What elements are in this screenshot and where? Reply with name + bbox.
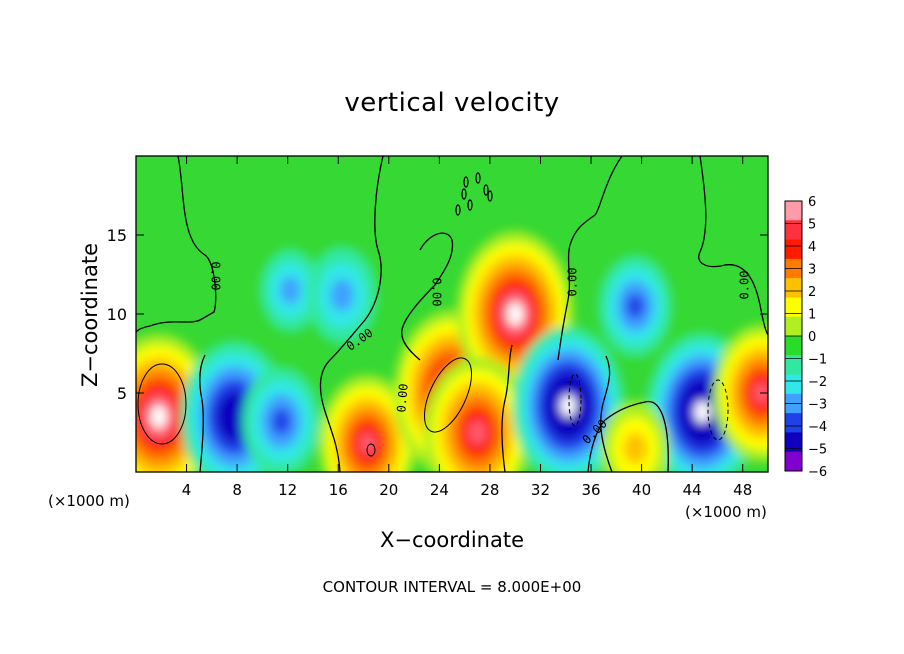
x-axis: 4 8 12 16 20 24 28 32 36 40 44 48	[182, 156, 752, 499]
downdraft-blob	[280, 276, 301, 305]
x-tick-label: 36	[581, 481, 600, 499]
updraft-blob	[468, 419, 487, 446]
x-tick-label: 16	[329, 481, 348, 499]
contour-label: 0.00	[209, 262, 223, 291]
colorbar-swatch	[785, 239, 802, 260]
colorbar-tick-label: −4	[808, 420, 827, 435]
colorbar-swatch	[785, 413, 802, 433]
heatmap-field	[136, 156, 768, 472]
downdraft-blob	[694, 400, 711, 424]
y-axis: 5 10 15	[107, 226, 768, 403]
zero-contour-line	[401, 232, 454, 361]
colorbar-tick-label: 2	[808, 285, 816, 300]
speckle-contour	[475, 172, 481, 184]
y-tick-label: 5	[117, 384, 127, 403]
positive-contour-line	[137, 363, 187, 445]
speckle-contour	[483, 184, 489, 196]
colorbar-tick-label: −5	[808, 443, 827, 458]
y-tick-label: 10	[107, 305, 127, 324]
colorbar: 6 5 4 3 2 1 0 −1 −2 −3 −4 −5 −6	[784, 195, 827, 480]
colorbar-tick-label: −3	[808, 398, 827, 413]
x-tick-label: 44	[683, 481, 702, 499]
speckle-contour	[487, 190, 493, 202]
x-unit-label-right: (×1000 m)	[685, 503, 767, 521]
zero-contour-line	[587, 400, 669, 472]
zero-contour-line	[136, 156, 217, 333]
zero-contour-line	[501, 344, 513, 472]
contour-interval-text: CONTOUR INTERVAL = 8.000E+00	[322, 578, 582, 596]
contour-label: 0.00	[430, 278, 444, 307]
x-tick-label: 32	[531, 481, 550, 499]
speckle-contour	[455, 204, 461, 216]
zero-contour-line	[319, 156, 384, 472]
x-tick-label: 28	[480, 481, 499, 499]
colorbar-swatch	[785, 336, 802, 356]
negative-contour-line	[568, 373, 582, 427]
colorbar-tick-label: −6	[808, 465, 827, 480]
colorbar-tick-label: 3	[808, 263, 816, 278]
updraft-blob	[359, 432, 376, 456]
contour-label: 0.00	[738, 271, 752, 300]
x-tick-label: 24	[430, 481, 449, 499]
x-unit-label-left: (×1000 m)	[48, 492, 130, 510]
colorbar-swatch	[785, 220, 802, 241]
colorbar-swatch	[785, 432, 802, 453]
downdraft-blob	[330, 278, 354, 312]
x-tick-label: 48	[733, 481, 752, 499]
x-tick-label: 12	[278, 481, 297, 499]
zero-contour-line	[199, 354, 206, 472]
x-tick-label: 40	[632, 481, 651, 499]
x-tick-label: 20	[379, 481, 398, 499]
speckle-contour	[463, 176, 469, 188]
colorbar-swatch	[785, 316, 802, 337]
colorbar-tick-label: 1	[808, 308, 816, 323]
colorbar-tick-label: −1	[808, 353, 827, 368]
downdraft-blob	[225, 404, 244, 430]
colorbar-tick-label: 4	[808, 240, 816, 255]
chart-title: vertical velocity	[344, 88, 560, 118]
colorbar-swatch	[785, 297, 802, 318]
contour-label: 0.00	[566, 268, 580, 297]
positive-contour-line	[424, 357, 472, 433]
contour-label: 0.00	[394, 383, 410, 413]
x-tick-label: 4	[182, 481, 192, 499]
zero-contour-line	[600, 355, 613, 472]
colorbar-tick-label: 6	[808, 195, 816, 210]
y-tick-label: 15	[107, 226, 127, 245]
y-axis-label: Z−coordinate	[78, 243, 102, 387]
negative-contour-line	[707, 379, 729, 441]
downdraft-blob	[626, 293, 645, 319]
colorbar-tick-label: −2	[808, 375, 827, 390]
speckle-contour	[461, 188, 467, 200]
downdraft-blob	[560, 394, 577, 417]
speckle-contour	[467, 199, 473, 211]
colorbar-tick-label: 0	[808, 330, 816, 345]
updraft-blob	[506, 302, 524, 326]
field-blobs	[136, 231, 768, 472]
positive-contour-line	[366, 443, 376, 457]
x-tick-label: 8	[232, 481, 242, 499]
x-axis-label: X−coordinate	[380, 528, 524, 552]
updraft-blob	[623, 432, 647, 465]
colorbar-swatch	[785, 355, 802, 376]
updraft-blob	[150, 404, 168, 429]
zero-contour-line	[557, 156, 623, 361]
colorbar-swatch	[785, 374, 802, 395]
zero-contours	[136, 156, 768, 472]
colorbar-swatch	[785, 451, 802, 472]
colorbar-tick-label: 5	[808, 218, 816, 233]
colorbar-swatch	[785, 278, 802, 298]
colorbar-swatch	[785, 201, 802, 221]
downdraft-blob	[271, 407, 292, 436]
